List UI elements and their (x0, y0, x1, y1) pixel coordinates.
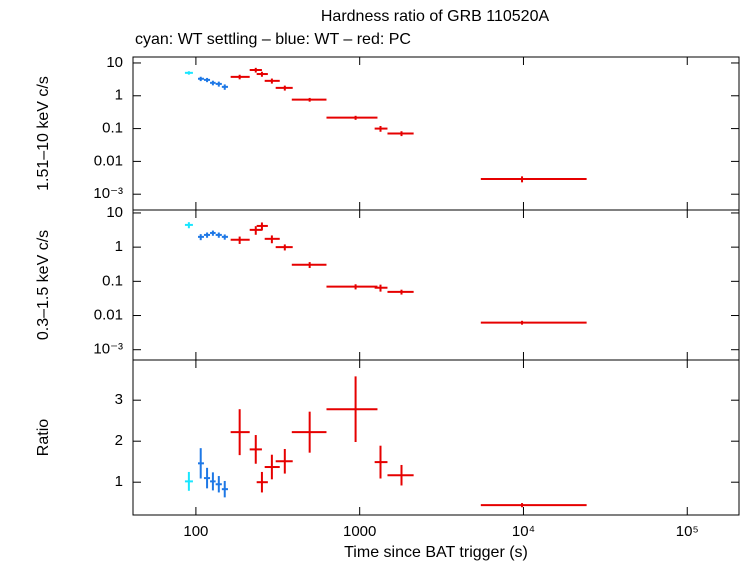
y-tick-label: 2 (115, 432, 123, 449)
y-tick-label: 3 (115, 391, 123, 408)
plot-frame (132, 56, 740, 211)
x-tick-label: 100 (183, 523, 208, 540)
y-tick-label: 0.01 (94, 152, 123, 169)
y-axis-label: 1.51–10 keV c/s (35, 76, 52, 191)
chart-subtitle: cyan: WT settling – blue: WT – red: PC (135, 31, 411, 48)
y-tick-label: 0.1 (102, 272, 123, 289)
y-tick-label: 10⁻³ (93, 341, 123, 358)
y-tick-label: 10 (106, 204, 123, 221)
y-tick-label: 10⁻³ (93, 185, 123, 202)
y-axis-label: Ratio (35, 419, 52, 456)
x-tick-label: 10⁴ (512, 523, 535, 540)
y-tick-label: 1 (115, 87, 123, 104)
x-tick-label: 1000 (343, 523, 376, 540)
plot-frame (132, 359, 740, 516)
y-axis-label: 0.3–1.5 keV c/s (35, 230, 52, 340)
y-tick-label: 1 (115, 473, 123, 490)
chart-title: Hardness ratio of GRB 110520A (321, 8, 550, 25)
x-tick-label: 10⁵ (676, 523, 699, 540)
y-tick-label: 0.01 (94, 306, 123, 323)
plot-frame (132, 209, 740, 361)
y-tick-label: 10 (106, 54, 123, 71)
y-tick-label: 1 (115, 238, 123, 255)
x-axis-label: Time since BAT trigger (s) (344, 544, 528, 561)
y-tick-label: 0.1 (102, 120, 123, 137)
